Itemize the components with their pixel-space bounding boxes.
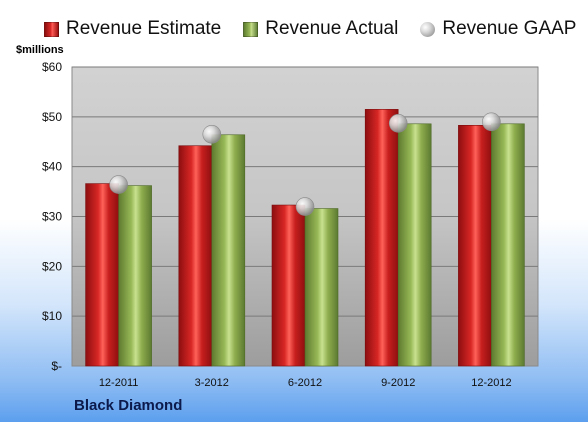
x-tick-label: 3-2012 — [195, 377, 229, 389]
bar-revenue-actual — [211, 134, 246, 367]
legend-item-estimate: Revenue Estimate — [44, 18, 221, 40]
bar-revenue-actual — [397, 123, 432, 367]
chart-legend: Revenue Estimate Revenue Actual Revenue … — [44, 14, 576, 44]
y-tick-label: $- — [51, 359, 62, 373]
legend-item-gaap: Revenue GAAP — [420, 18, 576, 40]
legend-swatch-actual — [243, 21, 259, 37]
marker-revenue-gaap — [202, 124, 222, 144]
bar-revenue-actual — [118, 185, 152, 367]
company-label: Black Diamond — [74, 397, 183, 414]
bar-revenue-estimate — [458, 125, 492, 367]
y-tick-label: $40 — [42, 160, 62, 174]
y-tick-label: $50 — [42, 110, 62, 124]
legend-swatch-gaap — [420, 21, 436, 37]
x-tick-label: 12-2012 — [471, 377, 511, 389]
legend-item-actual: Revenue Actual — [243, 18, 398, 40]
x-tick-label: 6-2012 — [288, 377, 322, 389]
legend-label-gaap: Revenue GAAP — [442, 18, 577, 39]
marker-revenue-gaap — [295, 197, 315, 216]
marker-revenue-gaap — [482, 112, 501, 132]
bar-revenue-estimate — [178, 145, 213, 367]
bar-revenue-actual — [491, 123, 525, 367]
x-tick-label: 9-2012 — [381, 377, 415, 389]
y-tick-label: $60 — [42, 60, 62, 74]
marker-revenue-gaap — [388, 114, 408, 133]
x-axis-ticks: 12-2011 3-2012 6-2012 9-2012 12-2012 — [99, 377, 512, 389]
marker-revenue-gaap — [109, 175, 128, 194]
legend-label-actual: Revenue Actual — [265, 18, 399, 39]
bar-revenue-estimate — [85, 183, 119, 367]
legend-label-estimate: Revenue Estimate — [66, 18, 222, 39]
legend-swatch-estimate — [44, 21, 59, 37]
bar-revenue-estimate — [364, 109, 399, 367]
bar-revenue-actual — [304, 208, 339, 367]
bars-group — [85, 109, 525, 367]
y-tick-label: $30 — [42, 210, 62, 224]
gaap-markers-group — [109, 112, 501, 216]
bar-revenue-estimate — [271, 204, 306, 367]
y-tick-label: $20 — [42, 259, 62, 273]
y-axis-unit-label: $millions — [16, 44, 64, 56]
y-axis-ticks: $- $10 $20 $30 $40 $50 $60 — [42, 60, 62, 373]
x-tick-label: 12-2011 — [99, 377, 139, 389]
y-tick-label: $10 — [42, 309, 62, 323]
